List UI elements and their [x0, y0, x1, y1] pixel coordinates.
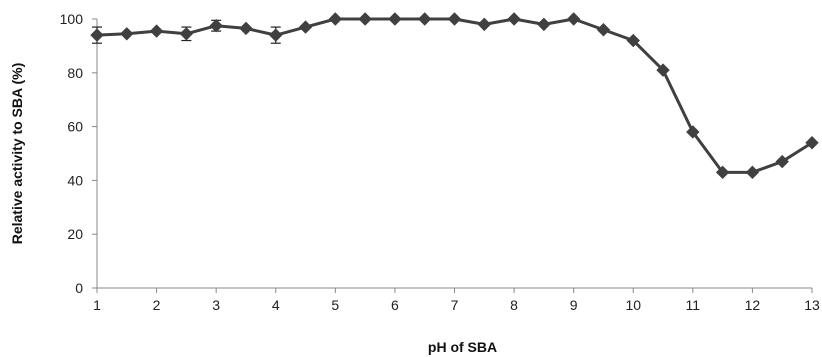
y-tick-label: 0 — [75, 280, 83, 296]
y-tick-label: 80 — [67, 65, 83, 81]
data-point — [269, 28, 283, 42]
y-axis-title: Relative activity to SBA (%) — [9, 63, 25, 245]
data-point — [418, 12, 432, 26]
data-point — [298, 20, 313, 34]
x-tick-label: 8 — [510, 297, 518, 313]
data-point — [566, 12, 581, 26]
plot-area — [90, 12, 819, 180]
x-tick-label: 11 — [686, 297, 701, 313]
data-point — [596, 23, 611, 37]
data-point — [626, 33, 640, 48]
data-point — [149, 24, 164, 38]
x-tick-label: 3 — [212, 297, 220, 313]
data-point — [805, 136, 819, 150]
x-tick-label: 12 — [745, 297, 761, 313]
data-point — [745, 165, 760, 180]
data-point — [328, 12, 343, 26]
data-point — [715, 165, 730, 180]
data-point — [239, 21, 253, 36]
y-tick-label: 100 — [60, 11, 84, 27]
data-point — [388, 12, 402, 26]
data-point — [90, 28, 104, 42]
data-point — [358, 12, 372, 26]
x-tick-label: 2 — [153, 297, 161, 313]
x-ticks: 1 2 3 4 5 6 7 8 9 10 11 12 13 — [93, 288, 820, 313]
x-tick-label: 10 — [625, 297, 641, 313]
axes — [96, 19, 812, 289]
x-tick-label: 5 — [331, 297, 339, 313]
x-tick-label: 7 — [451, 297, 459, 313]
x-tick-label: 6 — [391, 297, 399, 313]
y-tick-label: 40 — [67, 172, 83, 188]
x-tick-label: 1 — [93, 297, 101, 313]
data-point — [537, 17, 551, 32]
x-tick-label: 9 — [570, 297, 578, 313]
data-point — [507, 12, 521, 26]
data-point — [477, 17, 491, 32]
data-point — [209, 19, 223, 33]
data-point — [686, 125, 700, 139]
data-point — [120, 27, 134, 41]
data-point — [447, 12, 462, 26]
x-tick-label: 4 — [272, 297, 280, 313]
series-line — [96, 17, 813, 174]
y-tick-label: 20 — [67, 226, 83, 242]
data-point — [775, 154, 789, 169]
y-ticks: 0 20 40 60 80 100 — [60, 11, 97, 296]
y-tick-label: 60 — [67, 119, 83, 135]
data-point — [179, 27, 194, 41]
data-point — [656, 63, 670, 77]
x-axis-title: pH of SBA — [428, 339, 497, 355]
x-tick-label: 13 — [804, 297, 820, 313]
